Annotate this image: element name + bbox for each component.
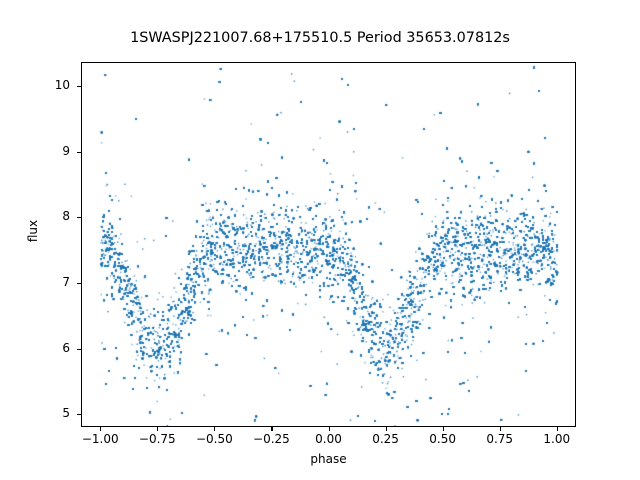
x-tick-mark	[556, 427, 558, 431]
x-tick-label: −0.75	[138, 432, 176, 446]
x-tick-mark	[157, 427, 159, 431]
x-axis-label: phase	[310, 452, 347, 466]
x-tick-label: 0.50	[429, 432, 456, 446]
x-tick-mark	[442, 427, 444, 431]
y-tick-mark	[77, 282, 81, 284]
x-tick-label: 0.00	[315, 432, 342, 446]
page-title: 1SWASPJ221007.68+175510.5 Period 35653.0…	[130, 30, 510, 46]
y-tick-mark	[77, 85, 81, 88]
x-tick-label: 0.75	[486, 432, 514, 446]
y-axis-label: flux	[26, 219, 40, 243]
y-tick-label: 7	[62, 274, 70, 289]
x-tick-label: −0.50	[195, 432, 233, 446]
x-tick-label: 1.00	[543, 432, 571, 446]
y-tick-mark	[77, 151, 81, 153]
x-tick-mark	[271, 427, 273, 431]
plot-axes	[81, 62, 576, 427]
y-tick-mark	[77, 217, 81, 219]
y-tick-label: 10	[54, 77, 70, 92]
x-tick-mark	[214, 427, 216, 431]
y-tick-label: 5	[62, 406, 70, 421]
x-tick-label: −0.25	[253, 432, 290, 446]
y-tick-label: 8	[62, 209, 70, 224]
x-tick-mark	[328, 427, 330, 431]
y-tick-mark	[77, 348, 81, 350]
x-tick-mark	[100, 427, 102, 431]
y-tick-mark	[77, 414, 81, 416]
scatter-plot-canvas	[82, 63, 575, 426]
x-tick-mark	[385, 427, 387, 431]
y-tick-label: 6	[62, 340, 70, 355]
x-tick-label: 0.25	[372, 432, 399, 446]
x-tick-mark	[499, 427, 501, 431]
y-tick-label: 9	[62, 143, 70, 158]
x-tick-label: −1.00	[81, 432, 119, 446]
